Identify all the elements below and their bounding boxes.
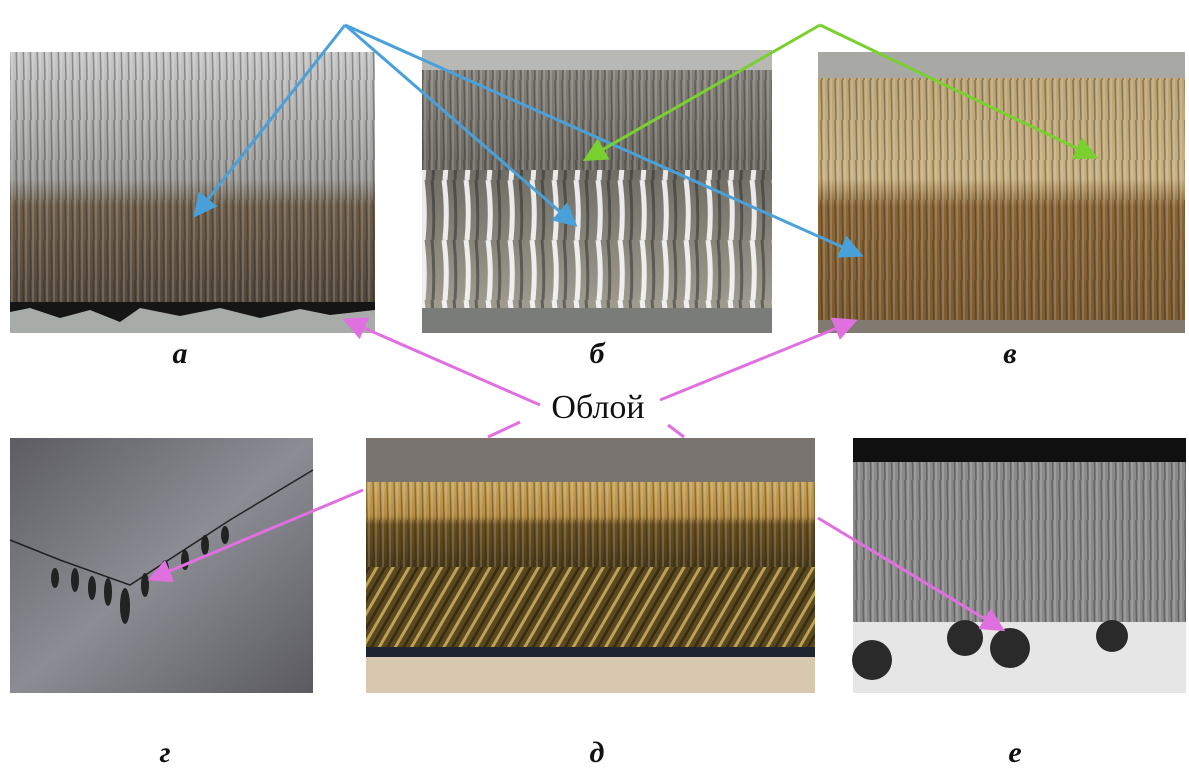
- panel-label: б: [590, 337, 606, 370]
- annotation: Облой: [551, 389, 644, 426]
- photo-a: [10, 52, 375, 333]
- figure: а б в г д е Облой: [0, 0, 1189, 768]
- panel-label: е: [1008, 736, 1021, 768]
- photo-c: [818, 52, 1185, 333]
- panel-label: д: [590, 736, 605, 768]
- photo-e: [852, 438, 1186, 693]
- photo-g: [10, 438, 313, 693]
- panel-label: в: [1003, 337, 1016, 370]
- photo-d: [366, 438, 815, 693]
- panel-label: г: [159, 736, 170, 768]
- panel-label: а: [173, 337, 188, 370]
